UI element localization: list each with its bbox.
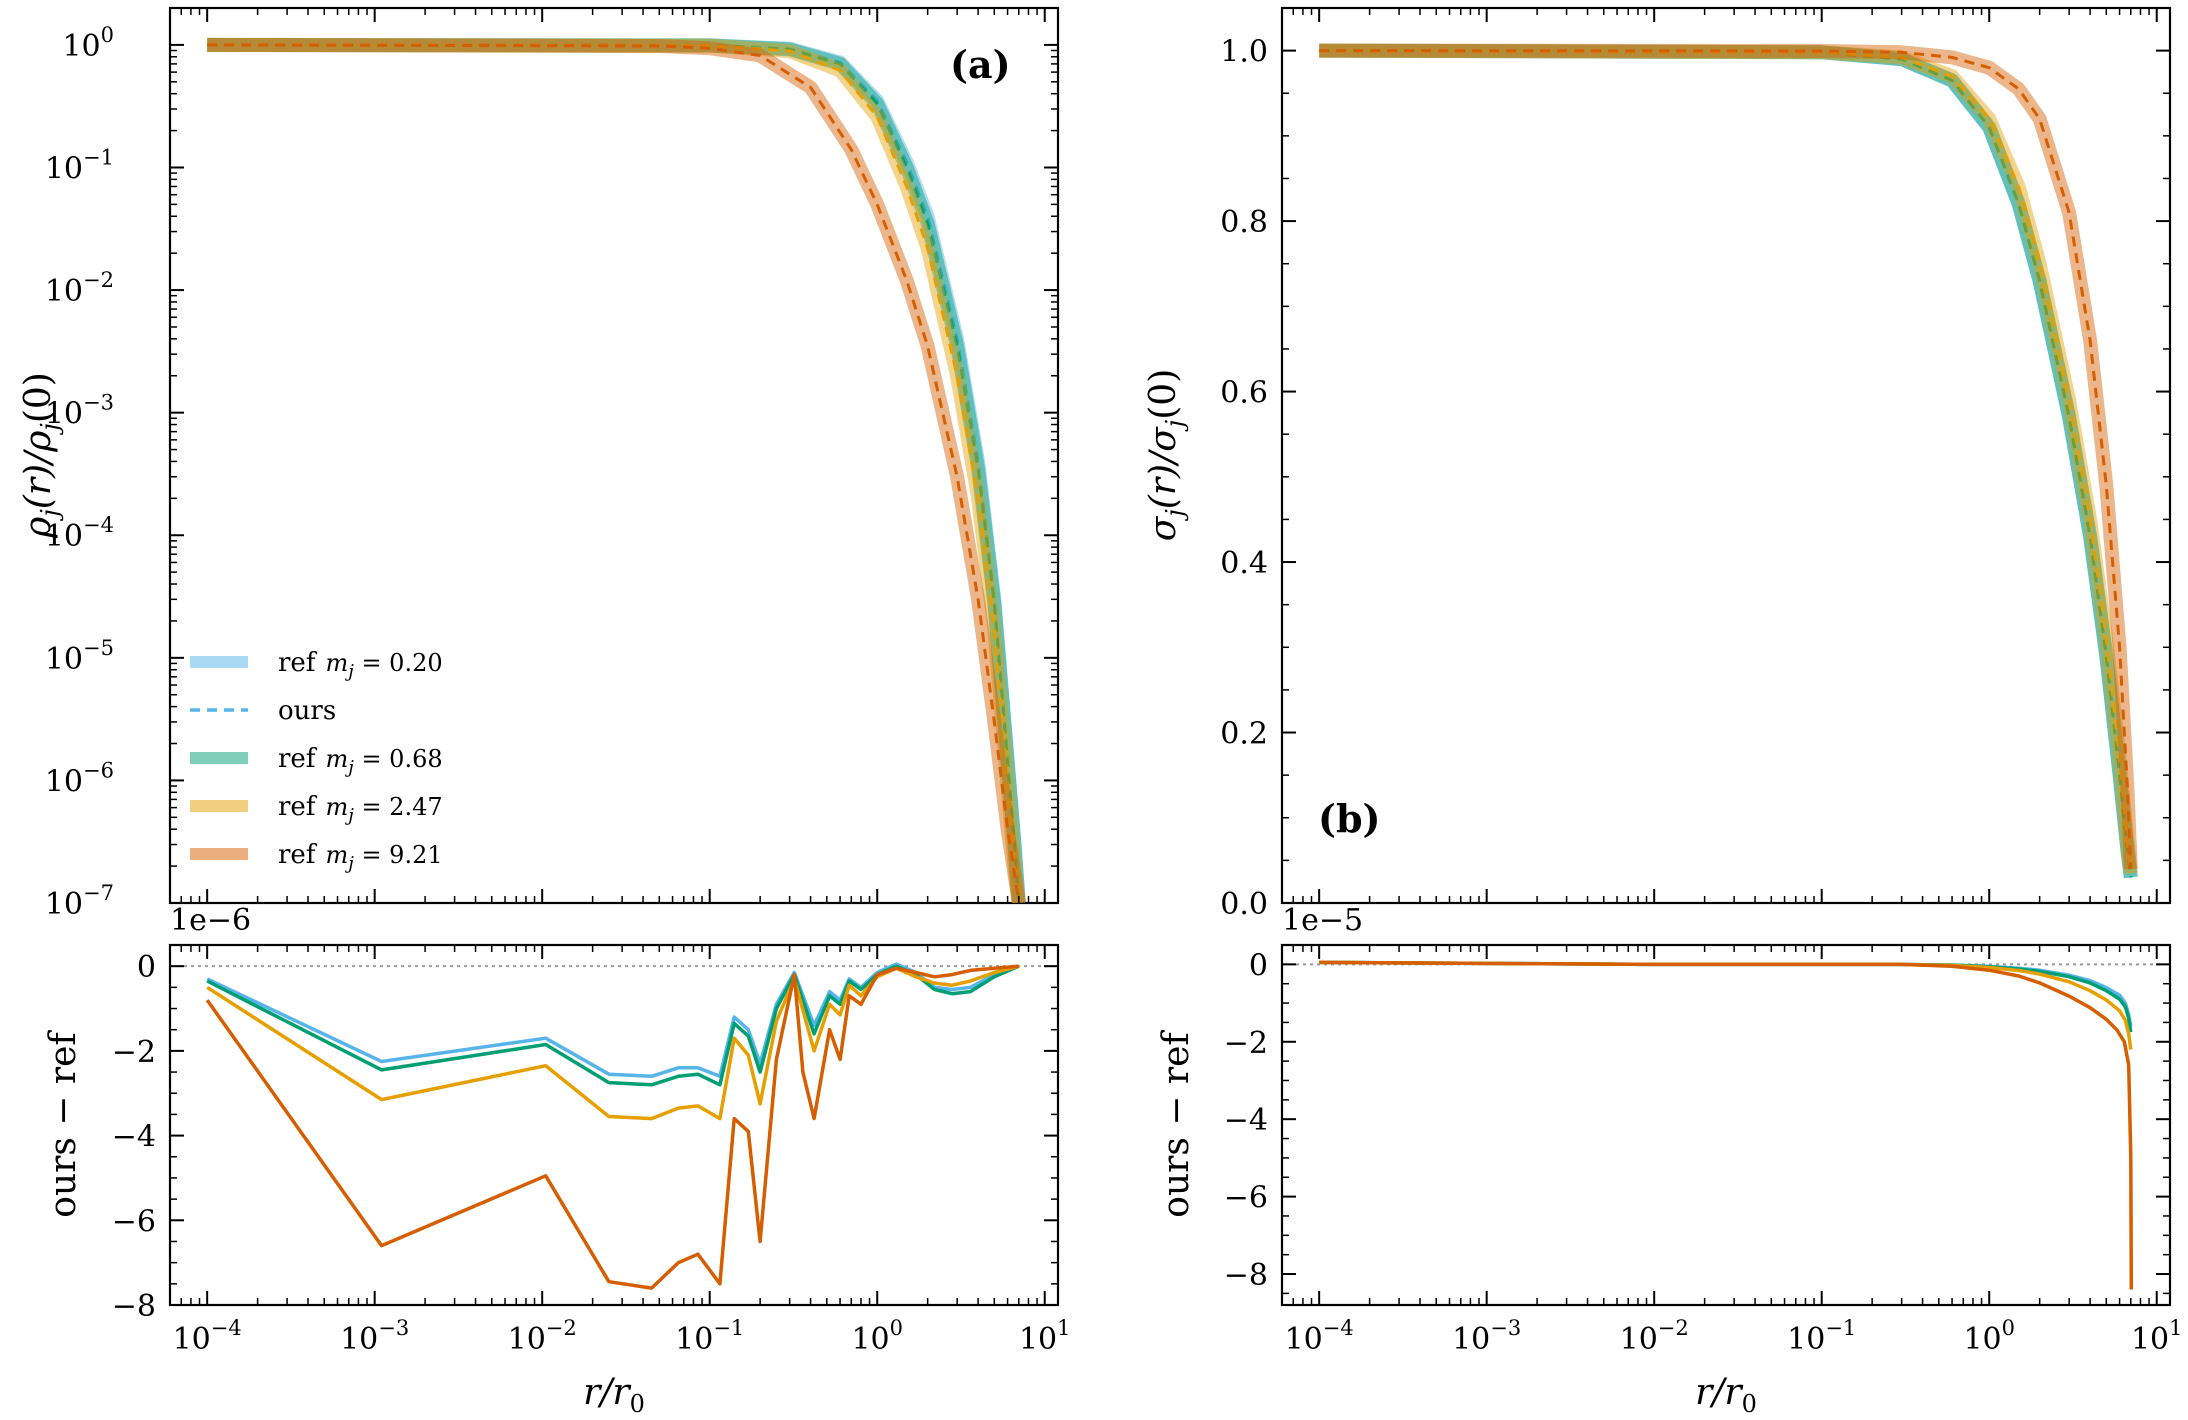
x-tick-label: 10−1 [675,1316,744,1357]
panel-b-x-ticks [1281,8,2158,903]
y-tick-label: 10−5 [45,636,114,677]
panel-a-x-ticks [169,8,1046,903]
panel-b-residual: 0 −2 −4 −6 −8 10−4 10−3 10−2 10−1 100 101 1e−5 ou… [1156,903,2183,1418]
ours-dashed-line-mj247 [207,43,1021,903]
panel-a-xlabel-sub: 0 [630,1390,645,1418]
panel-a-y-axis-title: ρj(r)/ρj(0) [18,372,64,539]
y-tick-label: −8 [1224,1258,1268,1293]
legend-label: ref mj = 0.68 [278,744,443,778]
panel-b-ylabel-main: σ [1143,515,1184,541]
panel-a-x-axis-title: r/r0 [583,1372,645,1418]
panel-a-residual-curves [170,962,1058,1290]
y-tick-label: 0.0 [1220,887,1268,922]
panel-a-xlabel-a: r [583,1372,602,1413]
y-tick-label: −6 [112,1204,156,1239]
residual-line-mj921 [205,964,1019,1290]
x-tick-label: 100 [1963,1316,2015,1357]
y-tick-label: 10−4 [45,513,114,554]
ours-dashed-line-mj921 [207,43,1021,903]
legend-label: ref mj = 2.47 [278,792,443,826]
legend: ref mj = 0.20 ours ref mj = 0.68 ref mj = 2.47… [190,648,443,874]
x-tick-label: 101 [2131,1316,2183,1357]
y-tick-label: −2 [112,1035,156,1070]
panel-a-residual-x-ticks: 10−4 10−3 10−2 10−1 100 101 [169,945,1071,1357]
legend-label: ref mj = 0.20 [278,648,443,682]
panel-a-offset-text: 1e−6 [170,903,251,938]
y-tick-label: 10−2 [45,268,114,309]
panel-b-residual-x-ticks: 10−4 10−3 10−2 10−1 100 101 [1281,945,2183,1357]
y-tick-label: 1.0 [1220,35,1268,70]
panel-a-residual: 0 −2 −4 −6 −8 10−4 10−3 10−2 10−1 100 101 1e−6 ou… [43,903,1071,1418]
y-tick-label: −6 [1224,1181,1268,1216]
ref-band-mj247 [1319,43,2138,874]
y-tick-label: 0.4 [1220,546,1268,581]
panel-a-tag: (a) [950,42,1011,87]
panel-b-xlabel-sub: 0 [1742,1390,1757,1418]
panel-b-x-axis-title: r/r0 [1695,1372,1757,1418]
x-tick-label: 10−4 [173,1316,242,1357]
y-tick-label: 100 [62,23,114,64]
y-tick-label: 10−3 [45,391,114,432]
y-tick-label: −2 [1224,1026,1268,1061]
panel-b-ylabel-tail: (0) [1143,369,1184,420]
ours-dashed-line-mj068 [1319,49,2133,878]
x-tick-label: 10−2 [1620,1316,1689,1357]
x-tick-label: 10−3 [340,1316,409,1357]
panel-a-residual-y-ticks: 0 −2 −4 −6 −8 [112,944,1058,1324]
legend-label: ref mj = 9.21 [278,840,443,874]
y-tick-label: 0.6 [1220,376,1268,411]
panel-a-curves [207,37,1026,903]
panel-a-residual-y-axis-title: ours − ref [43,1030,84,1218]
panel-b-y-ticks: 0.0 0.2 0.4 0.6 0.8 1.0 [1220,7,2170,922]
y-tick-label: −8 [112,1289,156,1324]
panel-b-dispersion: 0.0 0.2 0.4 0.6 0.8 1.0 (b) σj(r)/σj(0) [1143,6,2172,922]
panel-b-ylabel-rest: (r)/σ [1143,426,1184,509]
panel-b-residual-frame [1280,943,2172,1307]
panel-b-residual-y-axis-title: ours − ref [1156,1030,1197,1218]
y-tick-label: 10−6 [45,758,114,799]
x-tick-label: 10−2 [508,1316,577,1357]
ours-dashed-line-mj247 [1319,49,2133,874]
ours-dashed-line-mj921 [1319,49,2133,869]
x-tick-label: 10−4 [1285,1316,1354,1357]
panel-a-xlabel-b: /r [597,1372,631,1413]
residual-line-mj068 [206,964,1020,1087]
y-tick-label: 0 [1249,948,1268,983]
residual-line-mj020 [206,962,1020,1079]
ours-dashed-line-mj068 [207,43,1021,903]
panel-b-residual-curves [1282,960,2170,1290]
y-tick-label: −4 [112,1120,156,1155]
panel-b-residual-y-ticks: 0 −2 −4 −6 −8 [1224,944,2170,1295]
x-tick-label: 10−3 [1452,1316,1521,1357]
y-tick-label: 0 [137,950,156,985]
x-tick-label: 10−1 [1787,1316,1856,1357]
ref-band-mj247 [207,37,1026,903]
panel-b-xlabel-b: /r [1709,1372,1743,1413]
y-tick-label: 10−1 [45,145,114,186]
panel-b-frame [1280,6,2172,905]
panel-a-y-ticks: 100 10−1 10−2 10−3 10−4 10−5 10−6 10−7 [45,7,1058,922]
panel-a-ylabel-main: ρ [18,517,59,539]
x-tick-label: 101 [1019,1316,1071,1357]
panel-b-xlabel-a: r [1695,1372,1714,1413]
panel-b-y-axis-title: σj(r)/σj(0) [1143,369,1189,542]
residual-line-mj020 [1319,960,2133,1027]
panel-b-tag: (b) [1318,796,1381,841]
panel-a-residual-frame [168,943,1060,1307]
y-tick-label: 0.8 [1220,205,1268,240]
residual-line-mj921 [1319,960,2134,1290]
panel-a-ylabel-tail: (0) [18,372,59,423]
y-tick-label: 10−7 [45,881,114,922]
legend-label: ours [278,696,336,726]
panel-a-ylabel-rest: (r)/ρ [18,431,59,510]
x-tick-label: 100 [851,1316,903,1357]
y-tick-label: 0.2 [1220,717,1268,752]
residual-line-mj247 [206,964,1020,1121]
panel-b-curves [1319,43,2138,879]
panel-a-density: 100 10−1 10−2 10−3 10−4 10−5 10−6 10−7 (a) ρj(r… [18,6,1060,922]
panel-b-offset-text: 1e−5 [1282,903,1363,938]
y-tick-label: −4 [1224,1103,1268,1138]
panel-a-frame [168,6,1060,905]
